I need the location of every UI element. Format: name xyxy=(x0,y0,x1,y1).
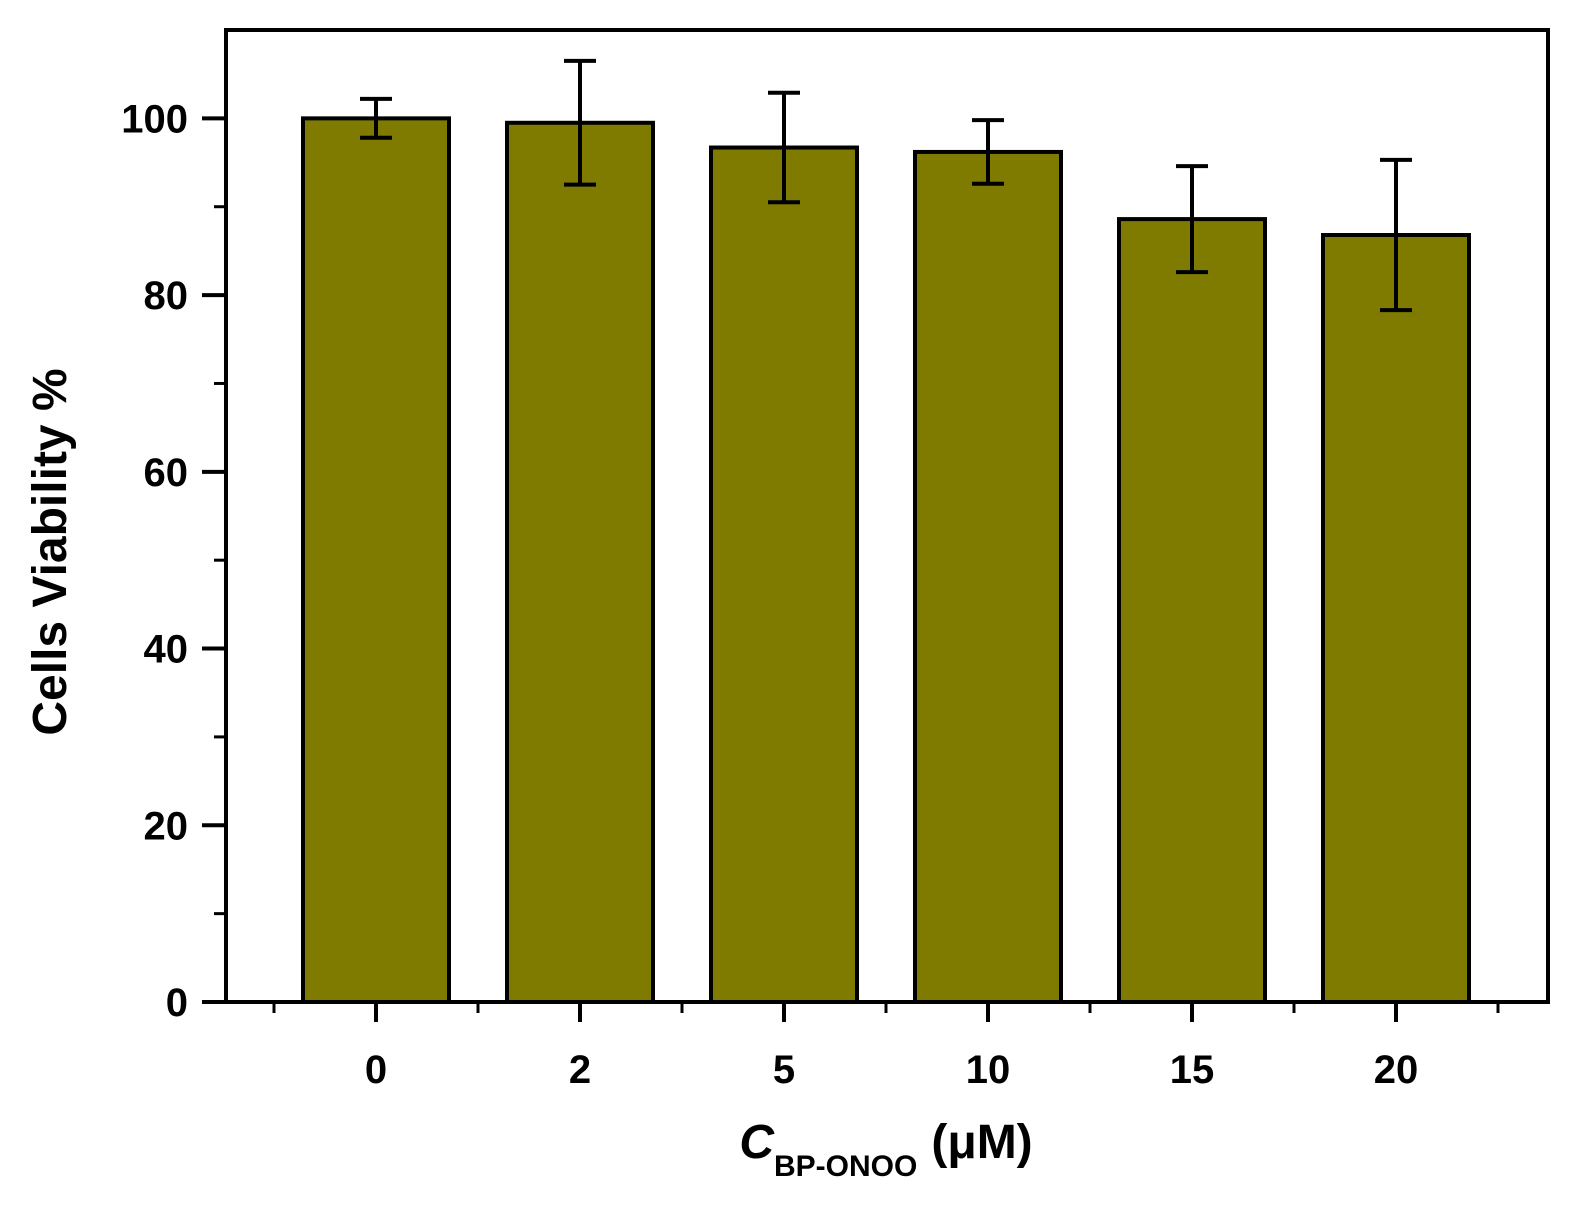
x-axis-title-symbol: C xyxy=(739,1116,775,1169)
y-axis-title: Cells Viability % xyxy=(24,368,77,735)
y-tick-label-80: 80 xyxy=(144,274,189,318)
y-tick-label-60: 60 xyxy=(144,451,189,495)
error-bars-layer xyxy=(360,58,1412,313)
x-axis-title-unit: (μM) xyxy=(931,1116,1032,1169)
y-tick-label-100: 100 xyxy=(121,97,188,141)
x-tick-label-2: 2 xyxy=(569,1048,591,1092)
bars-layer xyxy=(301,116,1471,1005)
x-axis-ticks: 0 2 5 10 15 20 xyxy=(272,1002,1500,1092)
x-tick-label-0: 0 xyxy=(365,1048,387,1092)
x-tick-label-20: 20 xyxy=(1374,1048,1419,1092)
bar-20 xyxy=(1321,233,1471,1004)
y-tick-label-0: 0 xyxy=(166,981,188,1025)
bar-0 xyxy=(301,116,451,1004)
y-tick-label-20: 20 xyxy=(144,804,189,848)
x-tick-label-15: 15 xyxy=(1170,1048,1215,1092)
bar-5 xyxy=(709,145,859,1005)
y-axis-ticks: 0 20 40 60 80 100 xyxy=(121,97,226,1025)
bar-10 xyxy=(913,149,1063,1004)
bar-2 xyxy=(505,120,655,1005)
bar-15 xyxy=(1117,217,1267,1004)
x-tick-label-10: 10 xyxy=(966,1048,1011,1092)
x-axis-title: CBP-ONOO (μM) xyxy=(739,1116,1032,1183)
x-axis-title-subscript: BP-ONOO xyxy=(774,1150,917,1183)
y-tick-label-40: 40 xyxy=(144,628,189,672)
x-tick-label-5: 5 xyxy=(773,1048,795,1092)
